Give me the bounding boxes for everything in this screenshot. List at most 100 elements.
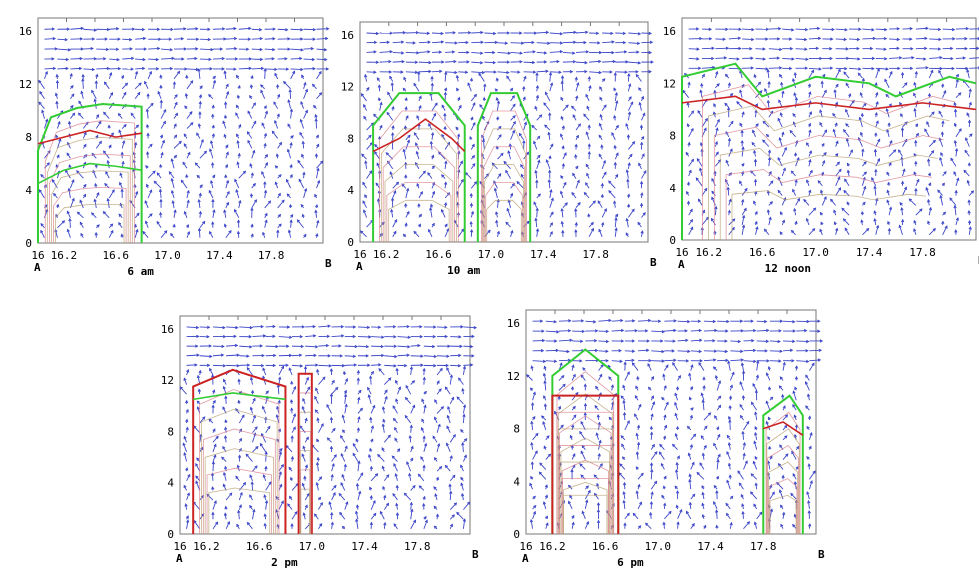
wind-vector-head	[559, 190, 564, 194]
wind-vector	[467, 82, 472, 92]
wind-vector-head	[640, 230, 644, 234]
wind-vector-head	[702, 376, 706, 380]
wind-vector-head	[179, 386, 183, 390]
wind-vector-head	[888, 162, 892, 166]
wind-vector-head	[500, 152, 504, 156]
wind-vector	[392, 405, 398, 414]
wind-vector-head	[365, 345, 370, 349]
wind-vector-head	[793, 152, 798, 156]
wind-vector-head	[65, 66, 69, 71]
wind-vector	[199, 150, 207, 159]
wind-vector	[505, 221, 511, 228]
wind-vector	[533, 201, 538, 208]
wind-vector	[611, 320, 623, 322]
wind-vector-head	[479, 51, 484, 55]
wind-vector-head	[380, 344, 385, 349]
wind-vector-head	[355, 510, 359, 515]
wind-vector	[715, 57, 727, 59]
wind-vector-head	[262, 474, 266, 478]
wind-vector-head	[777, 176, 781, 180]
wind-vector-head	[675, 490, 680, 494]
wind-vector-head	[715, 151, 719, 155]
wind-vector	[250, 407, 253, 414]
wind-vector	[67, 229, 71, 238]
wind-vector-head	[199, 184, 203, 188]
y-tick-label: 0	[669, 234, 676, 247]
wind-vector-head	[778, 489, 782, 493]
wind-vector-head	[631, 208, 635, 212]
wind-vector-head	[737, 470, 741, 474]
wind-vector-head	[710, 217, 714, 222]
wind-vector-head	[376, 162, 380, 166]
wind-vector-head	[724, 102, 728, 106]
wind-vector	[549, 143, 554, 150]
wind-vector-head	[312, 28, 317, 32]
wind-vector-head	[237, 399, 241, 404]
wind-vector-head	[884, 57, 888, 61]
wind-vector-head	[535, 94, 540, 99]
wind-vector-head	[328, 364, 333, 368]
wind-vector-head	[805, 374, 809, 378]
wind-vector-head	[685, 510, 689, 514]
wind-vector-head	[951, 27, 956, 32]
wind-vector-head	[259, 344, 264, 348]
wind-vector-head	[432, 335, 437, 339]
wind-vector-head	[534, 217, 538, 221]
wind-vector-head	[329, 445, 334, 450]
end-label: B	[650, 256, 657, 269]
wind-vector-head	[794, 365, 799, 369]
wind-vector-head	[341, 473, 345, 478]
wind-vector-head	[820, 80, 824, 84]
wind-vector-head	[640, 192, 644, 196]
wind-vector-head	[391, 455, 395, 459]
wind-vector-head	[547, 41, 551, 45]
wind-vector-head	[790, 170, 794, 174]
wind-vector	[195, 162, 201, 169]
wind-vector-head	[914, 70, 918, 75]
wind-vector	[52, 179, 58, 189]
wind-vector	[675, 469, 679, 480]
wind-vector-head	[352, 452, 356, 456]
wind-vector-head	[138, 82, 142, 86]
wind-vector-head	[355, 518, 359, 522]
wind-vector	[275, 182, 279, 189]
wind-vector-head	[83, 143, 87, 148]
wind-vector-head	[598, 50, 603, 55]
wind-vector	[193, 425, 201, 433]
wind-vector-head	[118, 129, 122, 133]
wind-vector	[558, 384, 566, 391]
wind-vector	[650, 492, 653, 500]
wind-vector-head	[897, 66, 901, 71]
wind-vector-head	[249, 504, 253, 509]
wind-vector-head	[444, 325, 448, 329]
wind-vector-head	[804, 381, 808, 385]
wind-vector-head	[83, 193, 87, 198]
wind-vector-head	[407, 345, 411, 349]
wind-vector	[955, 148, 958, 157]
wind-vector-head	[246, 363, 251, 367]
wind-vector-head	[690, 385, 694, 390]
wind-vector-head	[507, 51, 512, 55]
wind-vector-head	[374, 144, 378, 148]
wind-vector-head	[128, 37, 133, 42]
wind-vector	[470, 163, 476, 170]
x-tick-label: 16	[173, 540, 186, 553]
wind-vector	[121, 92, 127, 99]
wind-vector	[109, 58, 120, 61]
wind-vector-head	[886, 189, 890, 194]
wind-vector-head	[149, 143, 153, 147]
wind-vector-head	[264, 219, 268, 223]
wind-vector-head	[679, 508, 683, 513]
wind-vector-head	[560, 96, 564, 101]
wind-vector	[888, 71, 893, 79]
wind-vector-head	[252, 149, 256, 154]
wind-vector-head	[543, 102, 547, 106]
wind-vector	[186, 520, 189, 529]
wind-vector-head	[597, 41, 601, 45]
wind-vector-head	[684, 329, 688, 333]
wind-vector-head	[98, 120, 102, 125]
wind-vector	[82, 132, 87, 139]
wind-vector	[292, 364, 303, 367]
wind-vector-head	[408, 472, 412, 477]
wind-vector-head	[314, 113, 318, 118]
